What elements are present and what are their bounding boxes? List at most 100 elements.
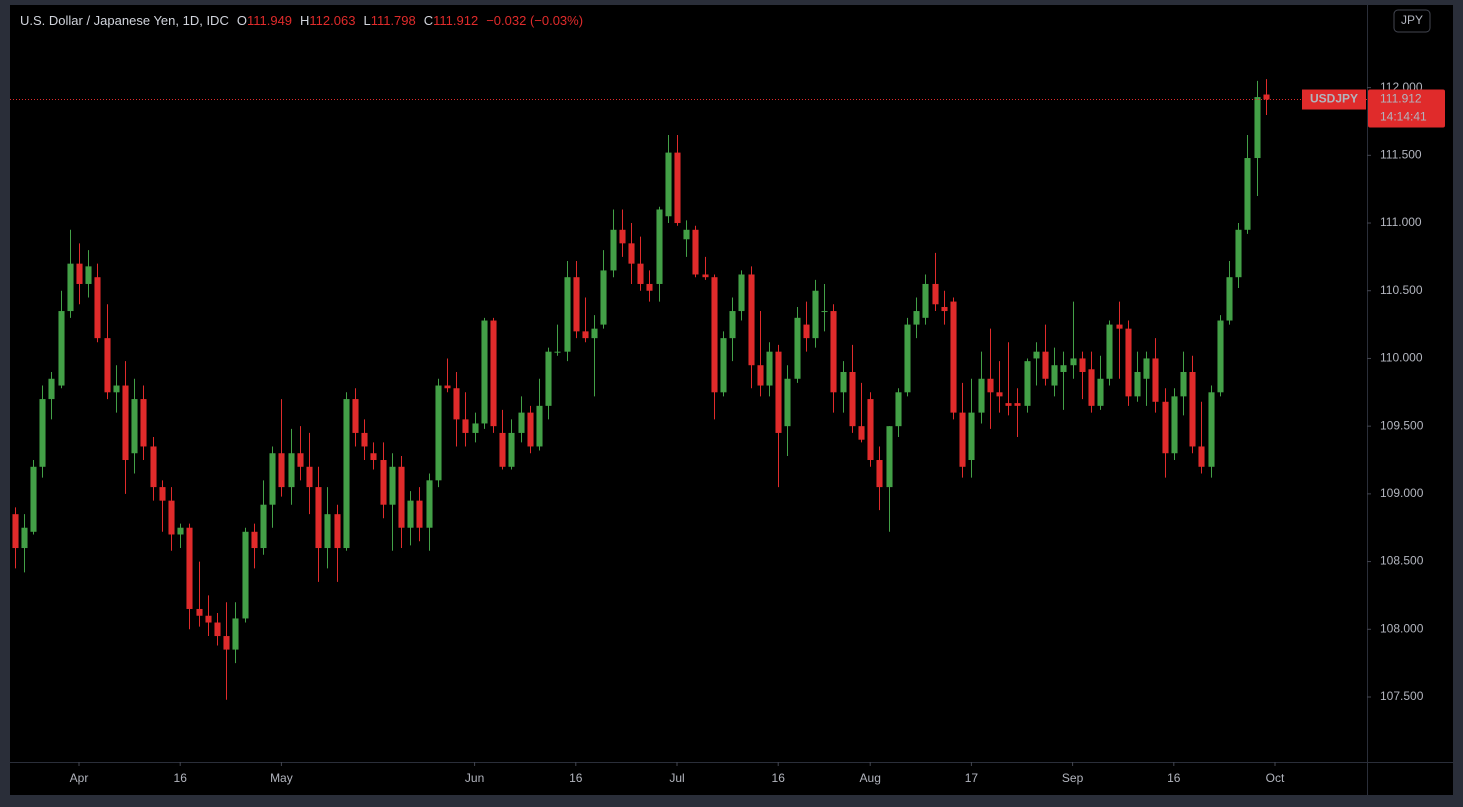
x-tick-label: 16: [569, 771, 583, 785]
candle-body: [48, 378, 55, 400]
candle-body: [1263, 94, 1270, 100]
ohlc-value: 112.063: [309, 13, 355, 28]
y-tick-label: 111.000: [1380, 215, 1422, 229]
y-tick-label: 109.500: [1380, 418, 1424, 432]
candle-body: [968, 412, 975, 461]
candle-body: [950, 301, 957, 413]
candle-body: [1152, 358, 1159, 402]
candle-body: [922, 283, 929, 318]
candle-body: [573, 277, 580, 332]
candle-body: [196, 608, 203, 616]
candle-body: [1235, 229, 1242, 278]
candle-body: [177, 527, 184, 535]
currency-button[interactable]: [1393, 9, 1431, 33]
price-tag-value: 111.912: [1380, 92, 1422, 106]
candle-body: [554, 351, 561, 353]
candle-body: [444, 385, 451, 389]
candle-body: [646, 283, 653, 291]
candle-body: [766, 351, 773, 386]
candle-body: [269, 453, 276, 505]
candle-body: [508, 432, 515, 467]
candle-body: [876, 460, 883, 488]
candle-body: [352, 399, 359, 433]
ohlc-label: H: [300, 13, 309, 28]
candle-body: [186, 527, 193, 609]
candle-body: [1005, 403, 1012, 406]
candle-body: [775, 351, 782, 433]
candle-body: [1042, 351, 1049, 379]
candle-body: [242, 531, 249, 619]
symbol-tag: [1302, 89, 1366, 110]
candle-body: [416, 500, 423, 528]
candle-body: [490, 320, 497, 427]
candle-body: [803, 324, 810, 339]
candle-body: [748, 274, 755, 366]
candle-body: [297, 453, 304, 467]
candle-body: [978, 378, 985, 413]
candle-body: [260, 504, 267, 549]
candle-body: [702, 274, 709, 278]
ohlc-value: 111.949: [247, 13, 292, 28]
candle-body: [683, 229, 690, 240]
candle-body: [122, 385, 129, 461]
price-tag-countdown: 14:14:41: [1380, 110, 1427, 124]
candle-body: [757, 365, 764, 386]
x-tick-label: Jul: [669, 771, 684, 785]
candle-body: [692, 229, 699, 275]
legend-header: U.S. Dollar / Japanese Yen, 1D, IDC O111.…: [20, 13, 583, 28]
y-tick-label: 111.500: [1380, 147, 1422, 161]
currency-label[interactable]: JPY: [1401, 13, 1423, 27]
ohlc-label: O: [237, 13, 247, 28]
candle-body: [527, 412, 534, 447]
y-tick-label: 107.500: [1380, 689, 1424, 703]
candle-body: [39, 399, 46, 467]
x-tick-label: May: [270, 771, 293, 785]
candle-body: [536, 405, 543, 447]
candle-body: [1024, 361, 1031, 406]
candle-body: [1208, 392, 1215, 467]
candle-body: [637, 263, 644, 284]
candle-body: [784, 378, 791, 427]
y-tick-label: 109.000: [1380, 486, 1424, 500]
candle-body: [794, 317, 801, 379]
y-tick-label: 110.500: [1380, 283, 1423, 297]
candle-body: [821, 311, 828, 313]
candle-body: [104, 338, 111, 393]
candle-body: [12, 514, 19, 549]
candle-body: [959, 412, 966, 467]
candle-body: [288, 453, 295, 488]
y-tick-label: 108.500: [1380, 554, 1424, 568]
candle-body: [453, 388, 460, 420]
candle-body: [343, 399, 350, 549]
candle-body: [462, 419, 469, 433]
candle-body: [1097, 378, 1104, 406]
x-tick-label: 16: [174, 771, 188, 785]
candle-body: [1217, 320, 1224, 393]
candle-body: [1171, 396, 1178, 454]
y-tick-label: 108.000: [1380, 621, 1424, 635]
candle-body: [398, 466, 405, 528]
candle-body: [251, 531, 258, 549]
candle-body: [591, 328, 598, 339]
candle-body: [895, 392, 902, 427]
candle-body: [720, 338, 727, 393]
candle-body: [426, 480, 433, 528]
candle-body: [913, 311, 920, 325]
candle-body: [113, 385, 120, 393]
candle-body: [582, 331, 589, 339]
candle-body: [168, 500, 175, 535]
candle-body: [435, 385, 442, 481]
candle-body: [1060, 365, 1067, 372]
candle-body: [1189, 371, 1196, 447]
candle-body: [1070, 358, 1077, 366]
candle-body: [1079, 358, 1086, 372]
candle-body: [729, 311, 736, 339]
candle-body: [150, 446, 157, 488]
candle-body: [76, 263, 83, 284]
candle-body: [1180, 371, 1187, 397]
candle-body: [564, 277, 571, 352]
symbol-tag-label: USDJPY: [1310, 92, 1358, 106]
candle-body: [600, 270, 607, 325]
candle-body: [941, 306, 948, 312]
